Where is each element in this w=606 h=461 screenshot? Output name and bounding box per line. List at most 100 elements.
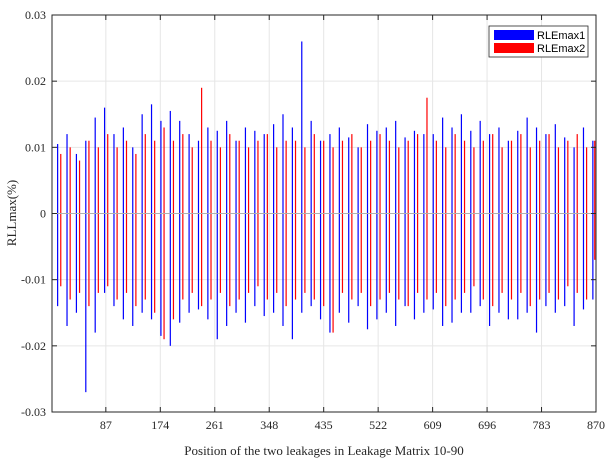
bar-rlemax1-positive	[573, 147, 575, 214]
bar-rlemax1-negative	[432, 213, 434, 310]
bar-rlemax1-negative	[319, 213, 322, 320]
bar-rlemax2-positive	[107, 134, 109, 214]
bar-rlemax2-positive	[463, 140, 466, 214]
bar-rlemax1-negative	[197, 213, 200, 310]
bar-rlemax2-positive	[539, 140, 541, 214]
bar-rlemax2-positive	[69, 147, 71, 214]
bar-rlemax2-positive	[313, 134, 315, 214]
legend-label-rlemax1: RLEmax1	[537, 30, 585, 42]
bar-rlemax1-negative	[113, 213, 115, 307]
x-tick-label: 174	[151, 418, 169, 432]
y-tick-label: -0.02	[21, 339, 46, 353]
x-tick-label: 522	[369, 418, 387, 432]
x-tick-label: 783	[533, 418, 551, 432]
bar-rlemax1-positive	[329, 134, 331, 214]
bar-rlemax2-negative	[586, 213, 588, 300]
bar-rlemax1-negative	[66, 213, 68, 326]
bar-rlemax1-positive	[244, 127, 247, 214]
bar-series-layer	[57, 41, 596, 393]
bar-rlemax1-negative	[75, 213, 78, 313]
bar-rlemax1-negative	[470, 213, 472, 313]
bar-rlemax1-positive	[160, 120, 162, 214]
bar-rlemax1-positive	[338, 127, 340, 214]
bar-rlemax2-negative	[172, 213, 175, 320]
bar-rlemax1-negative	[488, 213, 491, 326]
y-axis-title: RLLmax(%)	[4, 180, 19, 246]
bar-rlemax1-positive	[366, 124, 369, 214]
x-tick-label: 870	[587, 418, 605, 432]
bar-rlemax2-positive	[247, 147, 250, 214]
legend: RLEmax1 RLEmax2	[488, 25, 589, 58]
bar-rlemax1-positive	[301, 41, 303, 214]
bar-rlemax2-positive	[351, 134, 353, 214]
bar-rlemax1-positive	[319, 140, 322, 214]
bar-rlemax2-negative	[266, 213, 268, 300]
x-tick-labels: 87 174 261 348 435 522 609 696 783 870	[100, 418, 605, 432]
bar-rlemax1-negative	[366, 213, 369, 330]
bar-rlemax1-negative	[564, 213, 566, 307]
bar-rlemax2-positive	[586, 147, 588, 214]
bar-rlemax1-negative	[291, 213, 293, 340]
bar-rlemax1-negative	[423, 213, 425, 313]
bar-rlemax2-negative	[388, 213, 391, 293]
bar-rlemax2-negative	[125, 213, 128, 293]
bar-rlemax2-positive	[163, 127, 165, 214]
y-tick-label: 0	[40, 207, 46, 221]
bar-rlemax1-positive	[442, 117, 444, 214]
bar-rlemax1-positive	[57, 144, 59, 214]
bar-rlemax2-positive	[435, 140, 437, 214]
bar-rlemax1-negative	[263, 213, 265, 317]
bar-rlemax2-positive	[360, 147, 362, 214]
bar-rlemax1-positive	[66, 134, 68, 214]
bar-rlemax1-positive	[169, 110, 171, 214]
bar-rlemax2-negative	[548, 213, 550, 293]
bar-rlemax2-negative	[69, 213, 71, 300]
bar-rlemax2-negative	[454, 213, 456, 300]
bar-rlemax1-positive	[517, 130, 519, 214]
bar-rlemax1-negative	[498, 213, 500, 313]
bar-rlemax2-negative	[332, 213, 334, 333]
bar-rlemax1-positive	[188, 134, 190, 214]
bar-rlemax2-positive	[285, 140, 287, 214]
bar-rlemax1-negative	[226, 213, 228, 326]
bar-rlemax1-negative	[357, 213, 359, 307]
bar-rlemax2-positive	[567, 140, 569, 214]
bar-rlemax2-negative	[492, 213, 494, 307]
bar-rlemax1-positive	[254, 130, 256, 214]
axis-ticks	[52, 14, 597, 413]
bar-rlemax1-negative	[479, 213, 481, 307]
bar-rlemax2-negative	[285, 213, 287, 307]
bar-rlemax2-negative	[360, 213, 362, 293]
y-tick-labels: -0.03 -0.02 -0.01 0 0.01 0.02 0.03	[21, 8, 46, 419]
bar-rlemax2-negative	[88, 213, 90, 307]
bar-rlemax2-positive	[426, 97, 428, 214]
bar-rlemax1-negative	[592, 213, 594, 300]
bar-rlemax2-negative	[341, 213, 344, 293]
y-tick-label: -0.03	[21, 405, 46, 419]
x-tick-label: 87	[100, 418, 112, 432]
bar-rlemax1-negative	[338, 213, 340, 313]
bar-rlemax2-negative	[107, 213, 109, 287]
bar-rlemax1-positive	[404, 137, 406, 214]
bar-rlemax1-positive	[75, 153, 78, 214]
bar-rlemax1-positive	[141, 114, 143, 214]
bar-rlemax2-negative	[116, 213, 118, 300]
bar-rlemax2-positive	[492, 134, 494, 214]
bar-rlemax1-negative	[235, 213, 237, 313]
bar-rlemax2-positive	[116, 147, 118, 214]
bar-rlemax1-positive	[376, 130, 378, 214]
bar-rlemax1-negative	[535, 213, 538, 333]
bar-rlemax2-positive	[125, 140, 128, 214]
bar-rlemax1-positive	[132, 147, 134, 214]
bar-rlemax1-positive	[122, 127, 124, 214]
bar-rlemax1-positive	[207, 127, 209, 214]
bar-rlemax2-negative	[445, 213, 447, 307]
bar-rlemax2-negative	[313, 213, 315, 300]
bar-rlemax2-negative	[144, 213, 146, 300]
bar-rlemax2-positive	[445, 147, 447, 214]
bar-rlemax1-negative	[132, 213, 134, 326]
bar-rlemax1-negative	[451, 213, 453, 323]
bar-rlemax2-negative	[463, 213, 466, 293]
bar-rlemax2-negative	[247, 213, 250, 293]
